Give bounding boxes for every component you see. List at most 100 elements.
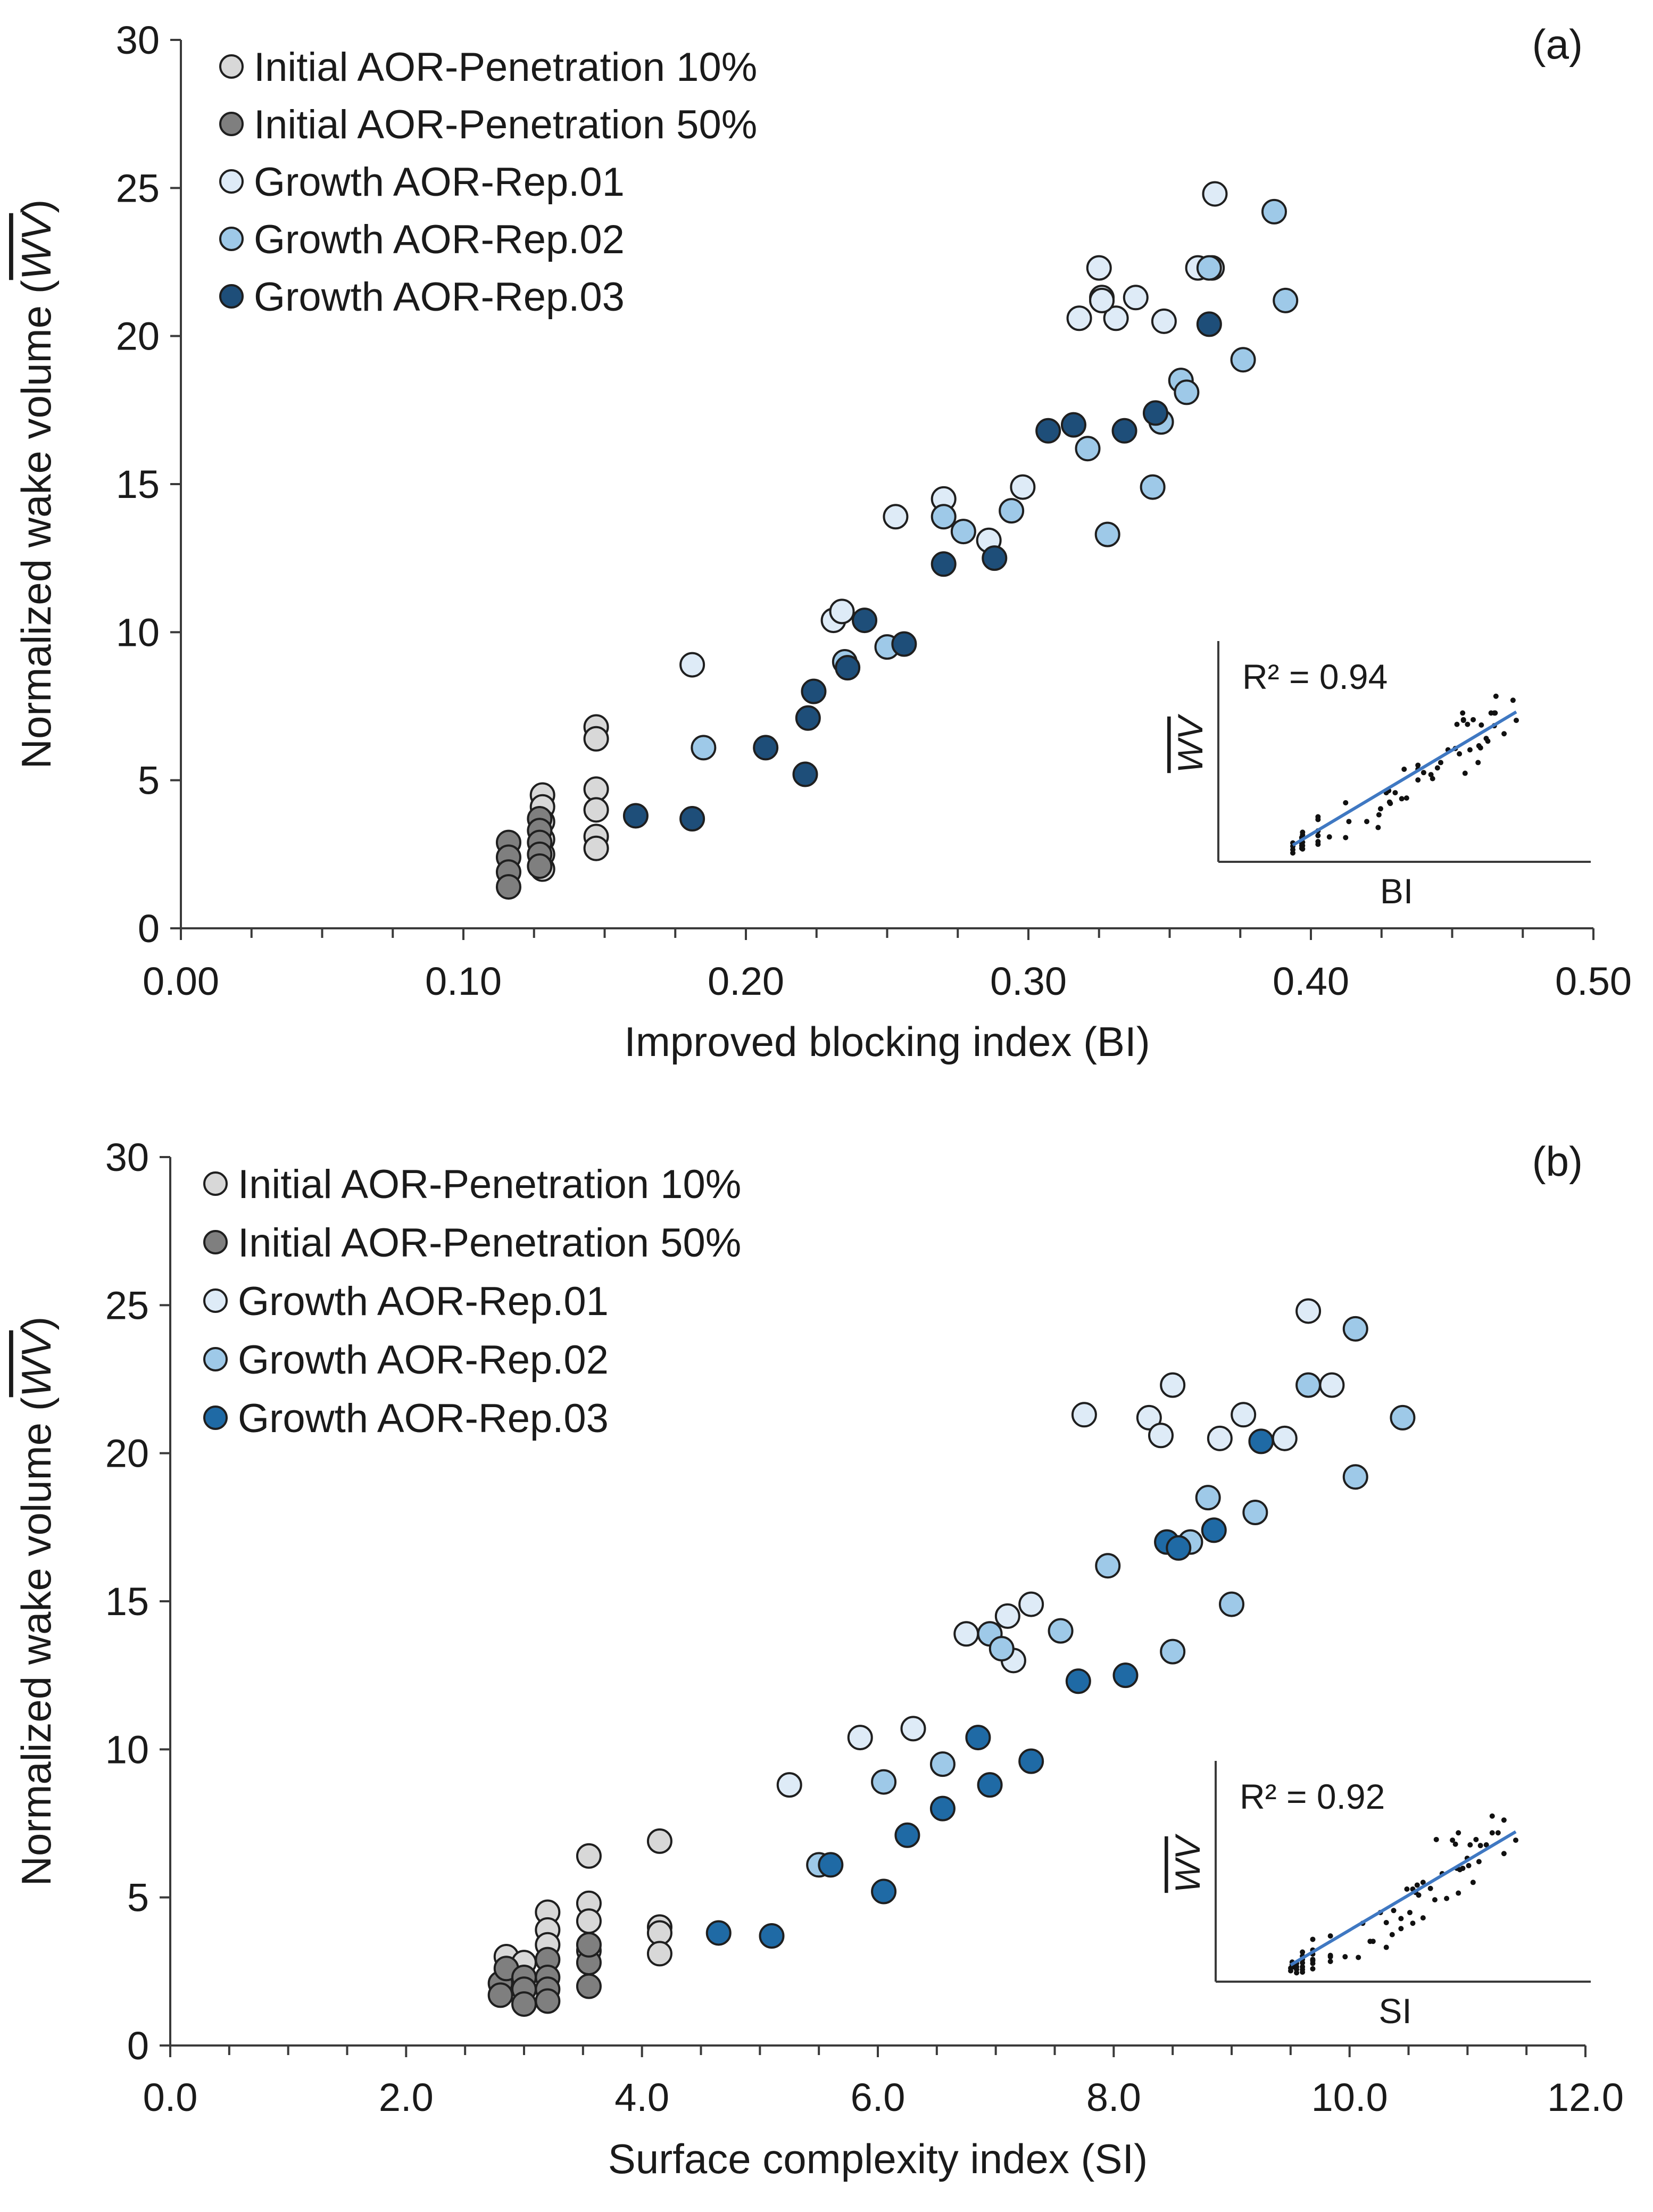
inset-data-point xyxy=(1342,1954,1348,1960)
data-point xyxy=(1048,1618,1074,1644)
legend-marker xyxy=(203,1288,228,1313)
data-point xyxy=(1065,1668,1091,1694)
y-tick-label: 15 xyxy=(116,462,160,506)
inset-data-point xyxy=(1432,1897,1438,1903)
data-point xyxy=(1066,305,1092,331)
data-point xyxy=(583,726,609,752)
data-point xyxy=(1071,1402,1097,1428)
y-axis-title-symbol: WV xyxy=(13,1327,60,1398)
data-point xyxy=(691,735,717,761)
data-point xyxy=(852,608,878,634)
y-tick-label: 10 xyxy=(116,610,160,654)
inset-data-point xyxy=(1414,1882,1420,1888)
data-point xyxy=(1319,1372,1345,1398)
y-tick-label: 25 xyxy=(105,1283,149,1327)
series-3 xyxy=(679,181,1228,678)
data-point xyxy=(1196,255,1222,281)
inset-data-point xyxy=(1438,760,1443,766)
data-point xyxy=(1160,1639,1186,1665)
y-tick-label: 10 xyxy=(105,1727,149,1772)
data-point xyxy=(705,1920,732,1946)
inset-data-point xyxy=(1477,1843,1483,1849)
panel-label: (a) xyxy=(1532,21,1583,68)
data-point xyxy=(1103,305,1129,331)
data-point xyxy=(1123,285,1149,311)
data-point xyxy=(576,1932,602,1958)
data-point xyxy=(679,806,705,832)
inset-data-point xyxy=(1428,772,1434,778)
inset-data-point xyxy=(1403,795,1409,801)
legend-marker xyxy=(203,1406,228,1430)
data-point xyxy=(1160,1372,1186,1398)
data-point xyxy=(835,655,861,681)
inset-data-point xyxy=(1315,833,1321,838)
data-point xyxy=(1010,474,1036,500)
inset-data-point xyxy=(1493,693,1499,699)
inset-data-point xyxy=(1376,812,1382,818)
series-5 xyxy=(705,1428,1274,1949)
x-tick-label: 0.40 xyxy=(1273,959,1349,1003)
inset-data-point xyxy=(1457,751,1463,757)
x-tick-label: 4.0 xyxy=(614,2075,669,2119)
inset-data-point xyxy=(1404,1886,1410,1892)
inset-data-point xyxy=(1327,1954,1333,1960)
data-point xyxy=(583,797,609,823)
series-2 xyxy=(487,1932,602,2017)
data-point xyxy=(1111,418,1137,444)
inset-data-point xyxy=(1415,777,1421,783)
data-point xyxy=(1086,255,1112,281)
inset-data-point xyxy=(1310,1957,1316,1962)
inset-data-point xyxy=(1467,1842,1473,1848)
inset-y-label: WV xyxy=(1168,1833,1207,1893)
y-tick-label: 20 xyxy=(105,1432,149,1476)
data-point xyxy=(576,1908,602,1934)
inset-data-point xyxy=(1475,760,1481,766)
inset-data-point xyxy=(1407,1910,1413,1916)
inset-data-point xyxy=(1478,722,1484,728)
inset-data-point xyxy=(1290,850,1295,856)
inset-r2-label: R² = 0.94 xyxy=(1242,657,1388,696)
data-point xyxy=(871,1878,897,1905)
inset-data-point xyxy=(1444,1895,1450,1901)
inset-fit-line xyxy=(1292,710,1517,847)
x-tick-label: 0.10 xyxy=(425,959,502,1003)
y-tick-label: 0 xyxy=(138,907,160,951)
data-point xyxy=(1095,1553,1121,1579)
legend-label: Initial AOR-Penetration 50% xyxy=(238,1220,741,1266)
inset-data-point xyxy=(1457,1867,1463,1873)
inset-data-point xyxy=(1433,1836,1439,1842)
inset-data-point xyxy=(1294,1970,1300,1976)
data-point xyxy=(1166,1535,1192,1561)
legend-label: Growth AOR-Rep.02 xyxy=(238,1337,609,1383)
inset-data-point xyxy=(1465,721,1471,727)
legend-marker xyxy=(203,1347,228,1371)
data-point xyxy=(1342,1316,1368,1342)
inset-data-point xyxy=(1434,765,1440,771)
data-point xyxy=(1207,1425,1233,1451)
inset-data-point xyxy=(1375,825,1381,830)
inset-data-point xyxy=(1343,835,1349,841)
data-point xyxy=(1035,418,1061,444)
inset-y-label: WV xyxy=(1170,713,1210,773)
data-point xyxy=(900,1716,926,1742)
inset-data-point xyxy=(1473,1836,1479,1842)
inset-data-point xyxy=(1391,1908,1397,1914)
data-point xyxy=(1273,287,1299,313)
inset-data-point xyxy=(1310,1936,1316,1942)
series-5 xyxy=(622,311,1222,832)
x-tick-label: 10.0 xyxy=(1311,2075,1388,2119)
inset-data-point xyxy=(1401,767,1407,772)
y-tick-label: 5 xyxy=(127,1876,149,1920)
inset-data-point xyxy=(1467,747,1473,753)
data-point xyxy=(1174,379,1200,405)
data-point xyxy=(1018,1748,1044,1774)
data-point xyxy=(1231,1402,1257,1428)
x-axis-title: Surface complexity index (SI) xyxy=(608,2135,1148,2182)
legend-marker xyxy=(219,227,244,251)
y-axis-title-text: Normalized wake volume ( xyxy=(13,1397,60,1886)
data-point xyxy=(801,678,827,704)
inset-data-point xyxy=(1471,717,1476,722)
y-tick-label: 15 xyxy=(105,1579,149,1624)
data-point xyxy=(953,1621,979,1647)
legend-label: Initial AOR-Penetration 10% xyxy=(254,45,757,90)
